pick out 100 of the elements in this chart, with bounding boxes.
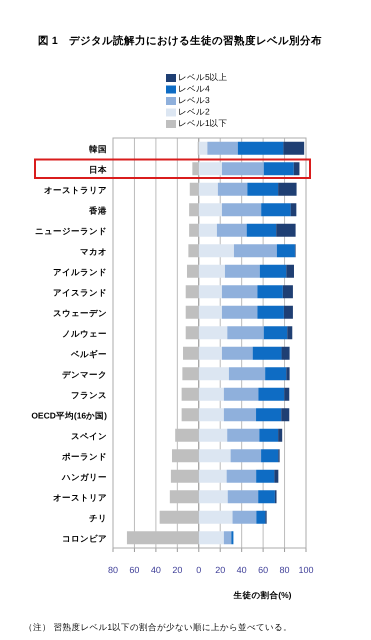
y-tick-label: ポーランド bbox=[61, 451, 107, 462]
bar bbox=[189, 224, 199, 237]
bar bbox=[198, 306, 222, 319]
bar bbox=[261, 203, 291, 216]
x-tick-label: 80 bbox=[280, 565, 290, 575]
bar bbox=[232, 510, 256, 524]
bar bbox=[283, 142, 304, 155]
bar bbox=[290, 203, 296, 216]
bar bbox=[278, 182, 297, 196]
bar bbox=[224, 264, 260, 278]
bar bbox=[222, 203, 262, 216]
bar bbox=[198, 346, 222, 360]
y-tick-label: チリ bbox=[89, 512, 107, 523]
bar bbox=[258, 490, 275, 504]
bar bbox=[247, 182, 278, 196]
legend-label: レベル4 bbox=[178, 84, 210, 94]
y-tick-label: 日本 bbox=[89, 164, 108, 174]
bar bbox=[198, 490, 228, 504]
chart-title: 図 1 デジタル読解力における生徒の習熟度レベル別分布 bbox=[38, 34, 322, 47]
bar bbox=[222, 285, 258, 298]
y-tick-label: マカオ bbox=[80, 246, 107, 256]
y-tick-label: 香港 bbox=[88, 205, 108, 216]
bar bbox=[282, 346, 290, 360]
y-tick-label: ニュージーランド bbox=[35, 226, 107, 236]
x-axis-title: 生徒の割合(%) bbox=[232, 590, 292, 600]
bar bbox=[192, 162, 199, 176]
bar bbox=[284, 306, 293, 319]
bar bbox=[261, 449, 278, 462]
bar bbox=[198, 510, 233, 524]
bar bbox=[281, 408, 290, 422]
y-tick-label: スペイン bbox=[71, 430, 107, 441]
bar bbox=[260, 264, 286, 278]
bar bbox=[284, 388, 290, 401]
bar bbox=[188, 244, 199, 258]
bar bbox=[276, 244, 295, 258]
bar bbox=[189, 203, 199, 216]
y-tick-label: コロンビア bbox=[62, 533, 107, 544]
bar bbox=[222, 162, 264, 176]
y-tick-label: アイスランド bbox=[53, 287, 107, 298]
bar bbox=[257, 285, 283, 298]
x-tick-label: 60 bbox=[129, 565, 140, 575]
y-tick-label: OECD平均(16か国) bbox=[31, 410, 108, 420]
legend-label: レベル3 bbox=[178, 95, 210, 105]
x-tick-label: 80 bbox=[108, 565, 118, 575]
bar bbox=[186, 326, 199, 340]
bar bbox=[182, 388, 199, 401]
bar bbox=[222, 306, 258, 319]
bar bbox=[207, 142, 238, 155]
bar bbox=[230, 449, 262, 462]
bar bbox=[287, 326, 292, 340]
bar bbox=[218, 182, 248, 196]
bar bbox=[265, 367, 286, 380]
bar bbox=[198, 264, 225, 278]
bar bbox=[226, 470, 256, 483]
y-tick-label: ハンガリー bbox=[61, 472, 107, 482]
bar bbox=[182, 367, 199, 380]
bar bbox=[198, 162, 222, 176]
bar bbox=[186, 306, 199, 319]
y-tick-label: ノルウェー bbox=[62, 328, 107, 338]
y-tick-label: オーストリア bbox=[53, 492, 107, 502]
bar bbox=[274, 470, 278, 483]
bar bbox=[198, 244, 234, 258]
bar bbox=[190, 182, 199, 196]
bar bbox=[222, 346, 253, 360]
bar bbox=[198, 182, 218, 196]
bar bbox=[234, 244, 277, 258]
y-tick-label: フランス bbox=[71, 390, 107, 400]
bar bbox=[264, 162, 294, 176]
x-tick-label: 40 bbox=[236, 565, 247, 575]
text: （注） 習熟度レベル1以下の割合が少ない順に上から並べている。 bbox=[24, 622, 292, 632]
bar bbox=[286, 367, 290, 380]
bar bbox=[198, 142, 208, 155]
bar bbox=[258, 388, 284, 401]
bar bbox=[227, 326, 264, 340]
bar bbox=[256, 470, 274, 483]
x-tick-label: 60 bbox=[258, 565, 268, 575]
bar bbox=[198, 326, 228, 340]
bar bbox=[198, 428, 228, 442]
bar bbox=[238, 142, 284, 155]
bar bbox=[276, 224, 296, 237]
bar bbox=[183, 346, 199, 360]
y-tick-label: オーストラリア bbox=[44, 184, 107, 195]
bar bbox=[186, 264, 199, 278]
bar bbox=[257, 306, 284, 319]
legend-label: レベル1以下 bbox=[178, 118, 228, 128]
bar bbox=[264, 326, 288, 340]
y-tick-label: 韓国 bbox=[89, 144, 107, 154]
legend-label: レベル2 bbox=[178, 106, 210, 116]
bar bbox=[228, 490, 258, 504]
x-tick-label: 100 bbox=[298, 565, 314, 575]
bar bbox=[186, 285, 199, 298]
x-tick-label: 20 bbox=[215, 565, 226, 575]
bar bbox=[198, 203, 222, 216]
bar bbox=[198, 367, 229, 380]
bar bbox=[259, 428, 278, 442]
bar bbox=[294, 162, 300, 176]
x-tick-label: 0 bbox=[196, 565, 202, 575]
x-tick-label: 20 bbox=[172, 565, 182, 575]
bar bbox=[198, 224, 217, 237]
bar bbox=[282, 285, 293, 298]
